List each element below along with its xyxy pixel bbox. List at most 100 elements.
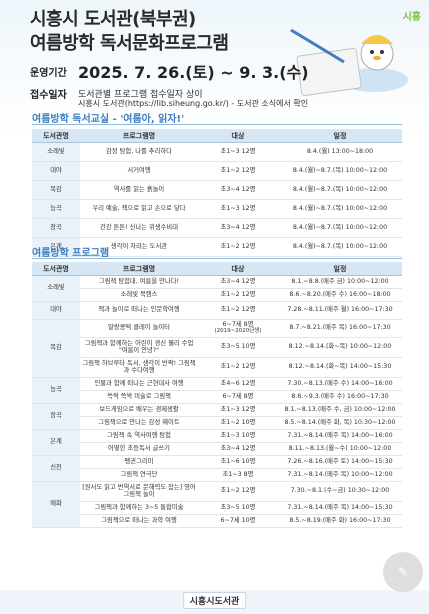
page-title-line2: 여름방학 독서문화프로그램	[30, 33, 229, 54]
program-name: 책과 놀이로 떠나는 인문학여행	[80, 301, 198, 320]
schedule: 8.4.(월)~8.7.(목) 10:00~12:00	[278, 237, 402, 257]
target: 초3~4 12명	[198, 275, 278, 289]
target: 초1~3 8명	[198, 468, 278, 482]
target-value: 6~7세 8명	[222, 320, 254, 328]
target: 초3~5 10명	[198, 337, 278, 358]
table-header-row: 도서관명 프로그램명 대상 일정	[32, 262, 402, 276]
register-note: 시흥시 도서관(https://lib.siheung.go.kr/) - 도서…	[78, 99, 309, 108]
program-name: 쓱싹 쓱싹 미술로 그림책	[80, 390, 198, 404]
program-name: 그림책과 함께하는 3~5 통합미술	[80, 501, 198, 515]
footer-bar: 시흥시도서관	[0, 590, 429, 614]
table-row: 능곡 인물과 함께 떠나는 근현대사 여행 초4~6 12명 7.30.~8.1…	[32, 377, 402, 404]
col-header-library: 도서관명	[32, 262, 80, 276]
schedule: 8.5.~8.19.(매주 화) 16:00~17:30	[278, 514, 402, 528]
library-name: 신천	[32, 455, 80, 482]
target: 초1~2 12명	[198, 288, 278, 302]
program-name: [원서도 읽고 번역서로 문해력도 잡는] 영어 그림책 놀이	[80, 481, 198, 502]
schedule: 8.12.~8.14.(화~목) 10:00~12:00	[278, 337, 402, 358]
program-name: 건강 튼튼! 신나는 위생수비대	[80, 218, 198, 238]
table-row: 그림책으로 만나는 감성 웨이트 초1~2 10명 8.5.~8.14.(매주 …	[32, 416, 402, 430]
table-header-row: 도서관명 프로그램명 대상 일정	[32, 129, 402, 143]
period-label: 운영기간	[30, 68, 67, 79]
col-header-target: 대상	[198, 129, 278, 143]
mascot-illustration	[290, 28, 408, 96]
col-header-schedule: 일정	[278, 129, 402, 143]
schedule: 7.28.~8.11.(매주 월) 16:00~17:30	[278, 301, 402, 320]
col-header-target: 대상	[198, 262, 278, 276]
schedule: 8.1.~8.13.(매주 수, 금) 10:00~12:00	[278, 403, 402, 417]
schedule: 8.12.~8.14.(화~목) 14:00~15:30	[278, 357, 402, 378]
col-header-schedule: 일정	[278, 262, 402, 276]
table-row: 은계 그림책 속 역사여행 탐험 초1~3 10명 7.31.~8.14.(매주…	[32, 429, 402, 456]
target: 6~7세 8명	[198, 390, 278, 404]
program-name: 펭귄그리미	[80, 455, 198, 469]
schedule: 7.31.~8.14.(매주 목) 10:00~12:00	[278, 468, 402, 482]
library-name: 소래빛	[32, 275, 80, 302]
target-note: (2019~2020년생)	[214, 328, 262, 335]
col-header-library: 도서관명	[32, 129, 80, 143]
library-name: 은계	[32, 237, 80, 257]
program-name: 그림책 하브루타 독서, 생각이 반짝! 그림책과 수다여행	[80, 357, 198, 378]
target: 초1~6 10명	[198, 455, 278, 469]
program-name: 그림책 탐험대, 여름을 만나다!	[80, 275, 198, 289]
target: 초1~2 12명	[198, 357, 278, 378]
col-header-program: 프로그램명	[80, 129, 198, 143]
library-name: 대야	[32, 161, 80, 181]
table-row: 대야 책과 놀이로 떠나는 인문학여행 초1~2 12명 7.28.~8.11.…	[32, 301, 402, 320]
table-row: 장곡 건강 튼튼! 신나는 위생수비대 초3~4 12명 8.4.(월)~8.7…	[32, 218, 402, 238]
table-row: 그림책 하브루타 독서, 생각이 반짝! 그림책과 수다여행 초1~2 12명 …	[32, 357, 402, 378]
table-row: 은계 생각이 자라는 도서관 초1~2 12명 8.4.(월)~8.7.(목) …	[32, 237, 402, 257]
library-logo: 시흥시도서관	[182, 592, 247, 609]
target: 6~7세 8명 (2019~2020년생)	[198, 319, 278, 338]
library-name: 소래빛	[32, 142, 80, 162]
target: 초1~3 12명	[198, 199, 278, 219]
target: 초1~3 12명	[198, 403, 278, 417]
target: 초1~2 12명	[198, 161, 278, 181]
schedule: 7.31.~8.14.(매주 목) 14:00~15:30	[278, 501, 402, 515]
summer-program-table: 도서관명 프로그램명 대상 일정 소래빛 그림책 탐험대, 여름을 만나다! 초…	[32, 262, 402, 528]
section1-divider	[32, 124, 402, 125]
schedule: 8.4.(월)~8.7.(목) 10:00~12:00	[278, 180, 402, 200]
program-name: 인물과 함께 떠나는 근현대사 여행	[80, 377, 198, 391]
table-row: 쓱싹 쓱싹 미술로 그림책 6~7세 8명 8.6.~9.3.(매주 수) 16…	[32, 390, 402, 404]
schedule: 8.4.(월) 13:00~18:00	[278, 142, 402, 162]
table-row: 그림책으로 떠나는 과학 여행 6~7세 10명 8.5.~8.19.(매주 화…	[32, 514, 402, 528]
program-name: 어떻한 초등독서 글쓰기	[80, 442, 198, 456]
schedule: 8.1.~8.8.(매주 금) 10:00~12:00	[278, 275, 402, 289]
schedule: 7.26.~8.16.(매주 토) 14:00~15:30	[278, 455, 402, 469]
schedule: 8.4.(월)~8.7.(목) 10:00~12:00	[278, 161, 402, 181]
target: 초1~2 12명	[198, 301, 278, 320]
table-row: 매화 [원서도 읽고 번역서로 문해력도 잡는] 영어 그림책 놀이 초1~2 …	[32, 481, 402, 528]
schedule: 8.4.(월)~8.7.(목) 10:00~12:00	[278, 199, 402, 219]
target: 6~7세 10명	[198, 514, 278, 528]
program-name: 그림책 속 역사여행 탐험	[80, 429, 198, 443]
schedule: 7.30.~8.1.(수~금) 10:30~12:00	[278, 481, 402, 502]
table-row: 어떻한 초등독서 글쓰기 초3~4 12명 8.11.~8.13.(월~수) 1…	[32, 442, 402, 456]
table-row: 목감 말랑콩떡 클레이 놀이터 6~7세 8명 (2019~2020년생) 8.7…	[32, 319, 402, 378]
program-name: 감정 탐험, 나를 추리하다	[80, 142, 198, 162]
table-row: 그림책과 함께하는 3~5 통합미술 초3~5 10명 7.31.~8.14.(…	[32, 501, 402, 515]
schedule: 7.31.~8.14.(매주 목) 14:00~16:00	[278, 429, 402, 443]
table-row: 그림책 연극단 초1~3 8명 7.31.~8.14.(매주 목) 10:00~…	[32, 468, 402, 482]
table-row: 능곡 우리 예술, 책으로 읽고 손으로 닿다 초1~3 12명 8.4.(월)…	[32, 199, 402, 219]
program-name: 생각이 자라는 도서관	[80, 237, 198, 257]
table-row: 그림책과 함께하는 어린이 경신 웰리 수업 "여름이 안녕?" 초3~5 10…	[32, 337, 402, 358]
program-name: 역사를 읽는 흙놀이	[80, 180, 198, 200]
page-title-line1: 시흥시 도서관(북부권)	[30, 9, 196, 30]
library-name: 목감	[32, 319, 80, 378]
schedule: 7.30.~8.13.(매주 수) 14:00~16:00	[278, 377, 402, 391]
table-row: 소래빛 북캠스 초1~2 12명 8.6.~8.20.(매주 수) 16:00~…	[32, 288, 402, 302]
program-name: 그림책 연극단	[80, 468, 198, 482]
library-name: 장곡	[32, 218, 80, 238]
program-name: 그림책으로 만나는 감성 웨이트	[80, 416, 198, 430]
program-name: 서거여행	[80, 161, 198, 181]
program-name: 우리 예술, 책으로 읽고 손으로 닿다	[80, 199, 198, 219]
target: 초1~2 12명	[198, 237, 278, 257]
schedule: 8.11.~8.13.(월~수) 10:00~12:00	[278, 442, 402, 456]
schedule: 8.5.~8.14.(매주 화, 목) 10:30~12:00	[278, 416, 402, 430]
library-name: 목감	[32, 180, 80, 200]
program-name: 그림책과 함께하는 어린이 경신 웰리 수업 "여름이 안녕?"	[80, 337, 198, 358]
city-logo: 시흥	[402, 12, 421, 23]
program-name: 소래빛 북캠스	[80, 288, 198, 302]
